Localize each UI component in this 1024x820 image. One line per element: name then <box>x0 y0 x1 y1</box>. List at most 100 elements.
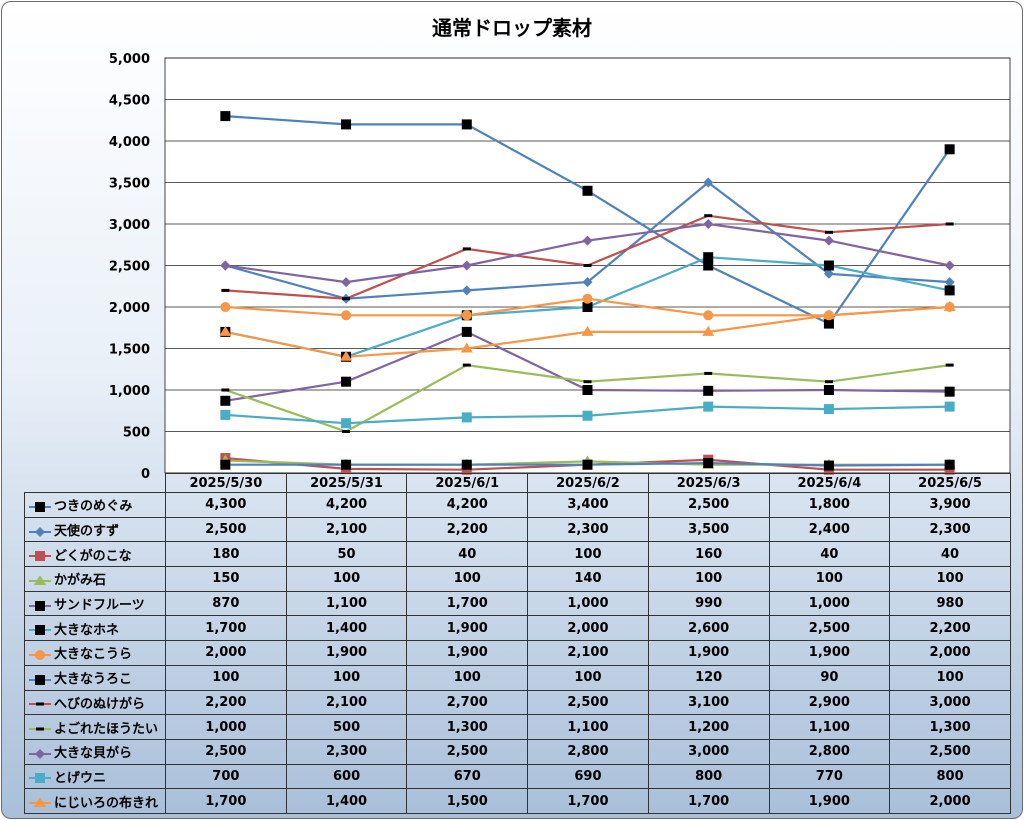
data-label: 150 <box>165 566 287 592</box>
legend-entry: つきのめぐみ <box>24 492 166 518</box>
legend-key-icon <box>29 748 51 759</box>
y-tick-label: 3,500 <box>109 177 150 192</box>
data-label: 2,300 <box>889 516 1011 543</box>
data-label: 100 <box>768 566 891 592</box>
y-tick-label: 1,000 <box>109 384 150 399</box>
data-label: 2,500 <box>527 689 649 716</box>
data-label: 1,900 <box>647 640 770 666</box>
data-point <box>944 386 955 397</box>
data-label: 4,200 <box>285 492 408 518</box>
data-point <box>341 119 352 130</box>
data-label: 2,100 <box>285 689 408 716</box>
data-label: 1,000 <box>768 590 891 617</box>
data-point <box>944 459 955 470</box>
legend-key-icon <box>29 773 51 784</box>
data-point <box>823 460 834 471</box>
legend-key-icon <box>29 625 51 636</box>
table-row: 大きなうろこ 100 100 100 100 120 90 100 <box>24 664 1011 691</box>
data-label: 3,900 <box>889 492 1011 518</box>
y-tick-label: 1,500 <box>109 343 150 358</box>
y-tick-label: 2,500 <box>109 260 150 275</box>
table-row: サンドフルーツ 870 1,100 1,700 1,000 990 1,000 980 <box>24 590 1011 617</box>
chart-title: 通常ドロップ素材 <box>432 16 592 40</box>
series-name: 大きなこうら <box>54 647 133 663</box>
data-point <box>823 318 834 329</box>
legend-marker <box>35 551 45 562</box>
series-name: 大きな貝がら <box>54 746 133 762</box>
data-label: 980 <box>889 590 1011 617</box>
legend-entry: とげウニ <box>24 763 166 790</box>
legend-marker <box>36 702 44 706</box>
series-name: 大きなホネ <box>54 622 120 638</box>
data-label: 3,000 <box>889 689 1011 716</box>
x-tick-label: 2025/6/5 <box>889 473 1011 493</box>
data-label: 800 <box>889 763 1011 790</box>
data-label: 670 <box>406 763 529 790</box>
data-point <box>341 459 352 470</box>
data-point <box>461 119 472 130</box>
legend-key-icon <box>29 575 51 586</box>
data-label: 500 <box>285 714 408 740</box>
table-header-row: 2025/5/30 2025/5/31 2025/6/1 2025/6/2 2025/6… <box>24 473 1011 493</box>
data-label: 100 <box>527 541 649 568</box>
data-point <box>221 388 230 392</box>
data-label: 100 <box>889 664 1011 691</box>
data-point <box>703 177 714 188</box>
legend-entry: 大きな貝がら <box>24 738 166 765</box>
data-point <box>581 325 594 336</box>
data-point <box>704 214 713 218</box>
data-point <box>221 288 230 292</box>
data-point <box>703 252 714 263</box>
data-label: 100 <box>889 566 1011 592</box>
legend-key-icon <box>29 674 51 685</box>
legend-key-icon <box>29 551 51 562</box>
legend-entry: どくがのこな <box>24 541 166 568</box>
data-point <box>461 412 472 423</box>
series-name: よごれたほうたい <box>54 721 159 737</box>
data-label: 1,900 <box>768 788 891 814</box>
table-row: どくがのこな 180 50 40 100 160 40 40 <box>24 541 1011 568</box>
x-tick-label: 2025/6/1 <box>406 473 529 493</box>
data-table: 2025/5/30 2025/5/31 2025/6/1 2025/6/2 2025/6… <box>24 473 1011 814</box>
series-name: とげウニ <box>54 770 107 786</box>
data-label: 100 <box>527 664 649 691</box>
data-point <box>461 285 472 296</box>
data-label: 100 <box>647 566 770 592</box>
data-label: 100 <box>285 566 408 592</box>
x-tick-label: 2025/5/30 <box>165 473 287 493</box>
legend-key-icon <box>29 600 51 611</box>
series-name: サンドフルーツ <box>54 598 145 614</box>
data-point <box>823 235 834 246</box>
legend-entry: よごれたほうたい <box>24 714 166 740</box>
data-label: 1,000 <box>527 590 649 617</box>
legend-key-icon <box>29 699 51 709</box>
y-tick-label: 4,500 <box>109 94 150 109</box>
table-row: にじいろの布きれ 1,700 1,400 1,500 1,700 1,700 1,900 2,… <box>24 788 1011 814</box>
data-point <box>220 459 231 470</box>
legend-entry: 大きなこうら <box>24 640 166 666</box>
data-point <box>823 404 834 415</box>
series-name: どくがのこな <box>54 548 132 564</box>
data-label: 1,700 <box>647 788 770 814</box>
legend-entry: サンドフルーツ <box>24 590 166 617</box>
data-point <box>943 301 956 311</box>
data-point <box>703 401 714 412</box>
table-row: 大きな貝がら 2,500 2,300 2,500 2,800 3,000 2,800 2,50… <box>24 738 1011 765</box>
data-label: 2,000 <box>889 640 1011 666</box>
legend-marker <box>35 501 45 512</box>
data-label: 2,100 <box>527 640 649 666</box>
series-name: 大きなうろこ <box>54 672 133 688</box>
data-label: 1,400 <box>285 788 408 814</box>
legend-key-icon <box>29 798 51 808</box>
data-label: 160 <box>647 541 770 568</box>
legend-marker <box>34 575 46 585</box>
data-label: 2,000 <box>165 640 287 666</box>
data-point <box>824 380 833 384</box>
data-label: 700 <box>165 763 287 790</box>
legend-entry: にじいろの布きれ <box>24 788 166 814</box>
table-row: 天使のすず 2,500 2,100 2,200 2,300 3,500 2,400 2,300 <box>24 516 1011 543</box>
data-label: 690 <box>527 763 649 790</box>
legend-marker <box>34 798 46 808</box>
data-label: 2,200 <box>406 516 529 543</box>
series-name: 天使のすず <box>54 524 120 540</box>
